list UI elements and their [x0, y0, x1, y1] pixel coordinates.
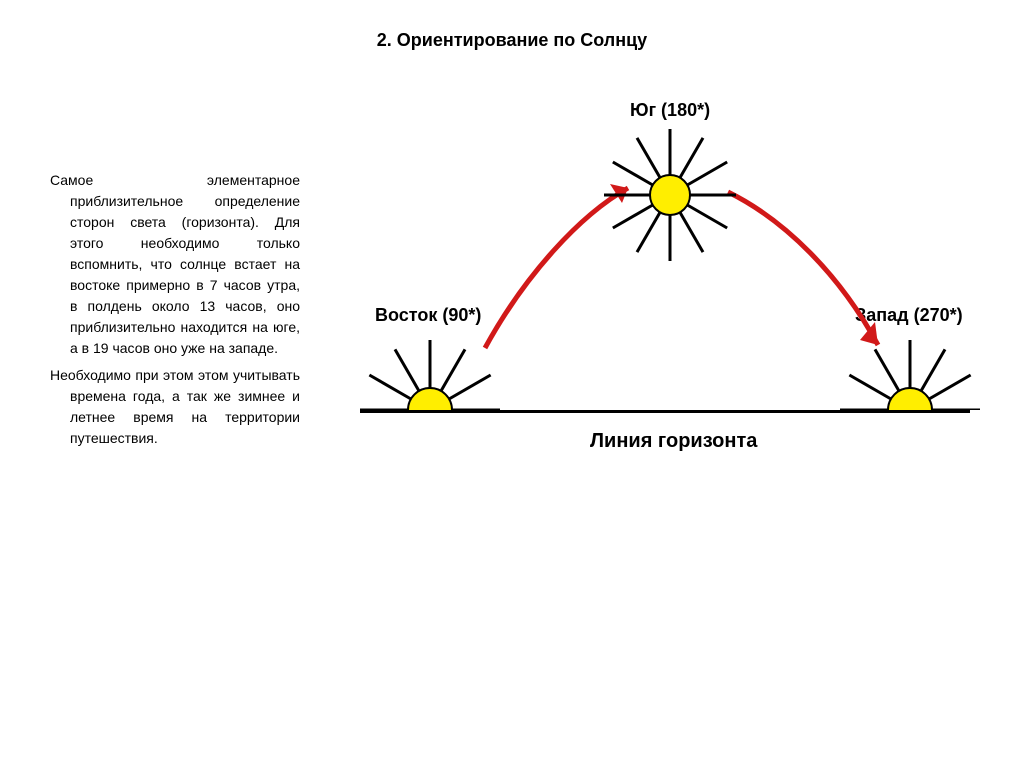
- sun-ray: [394, 349, 421, 392]
- sun-ray: [920, 349, 947, 392]
- paragraph-2: Необходимо при этом этом учитывать време…: [50, 365, 300, 449]
- sun-orientation-diagram: Юг (180*) Восток (90*) Запад (270*) Лини…: [330, 100, 990, 520]
- page-title: 2. Ориентирование по Солнцу: [0, 30, 1024, 51]
- sun-ray: [669, 215, 672, 261]
- sun-ray: [636, 212, 662, 253]
- sun-ray: [612, 161, 653, 187]
- sun-south-core: [649, 174, 691, 216]
- sun-ray: [669, 129, 672, 175]
- sun-ray: [928, 374, 971, 401]
- sun-east-mask: [360, 410, 500, 480]
- sun-ray: [679, 137, 705, 178]
- sun-ray: [690, 194, 736, 197]
- sun-ray: [679, 212, 705, 253]
- sun-ray: [687, 161, 728, 187]
- sun-ray: [687, 204, 728, 230]
- sun-ray: [448, 374, 491, 401]
- sun-ray: [849, 374, 892, 401]
- description-block: Самое элементарное приблизительное опред…: [50, 170, 300, 449]
- sun-ray: [604, 194, 650, 197]
- sun-ray: [874, 349, 901, 392]
- sun-ray: [440, 349, 467, 392]
- arrow-right-path: [728, 192, 878, 345]
- sun-ray: [636, 137, 662, 178]
- sun-ray: [429, 340, 432, 388]
- sun-west-mask: [840, 410, 980, 480]
- horizon-label: Линия горизонта: [590, 430, 757, 453]
- sun-ray: [369, 374, 412, 401]
- horizon-line: [360, 410, 970, 413]
- sun-south: [610, 135, 730, 255]
- sun-ray: [909, 340, 912, 388]
- paragraph-1: Самое элементарное приблизительное опред…: [50, 170, 300, 359]
- sun-ray: [612, 204, 653, 230]
